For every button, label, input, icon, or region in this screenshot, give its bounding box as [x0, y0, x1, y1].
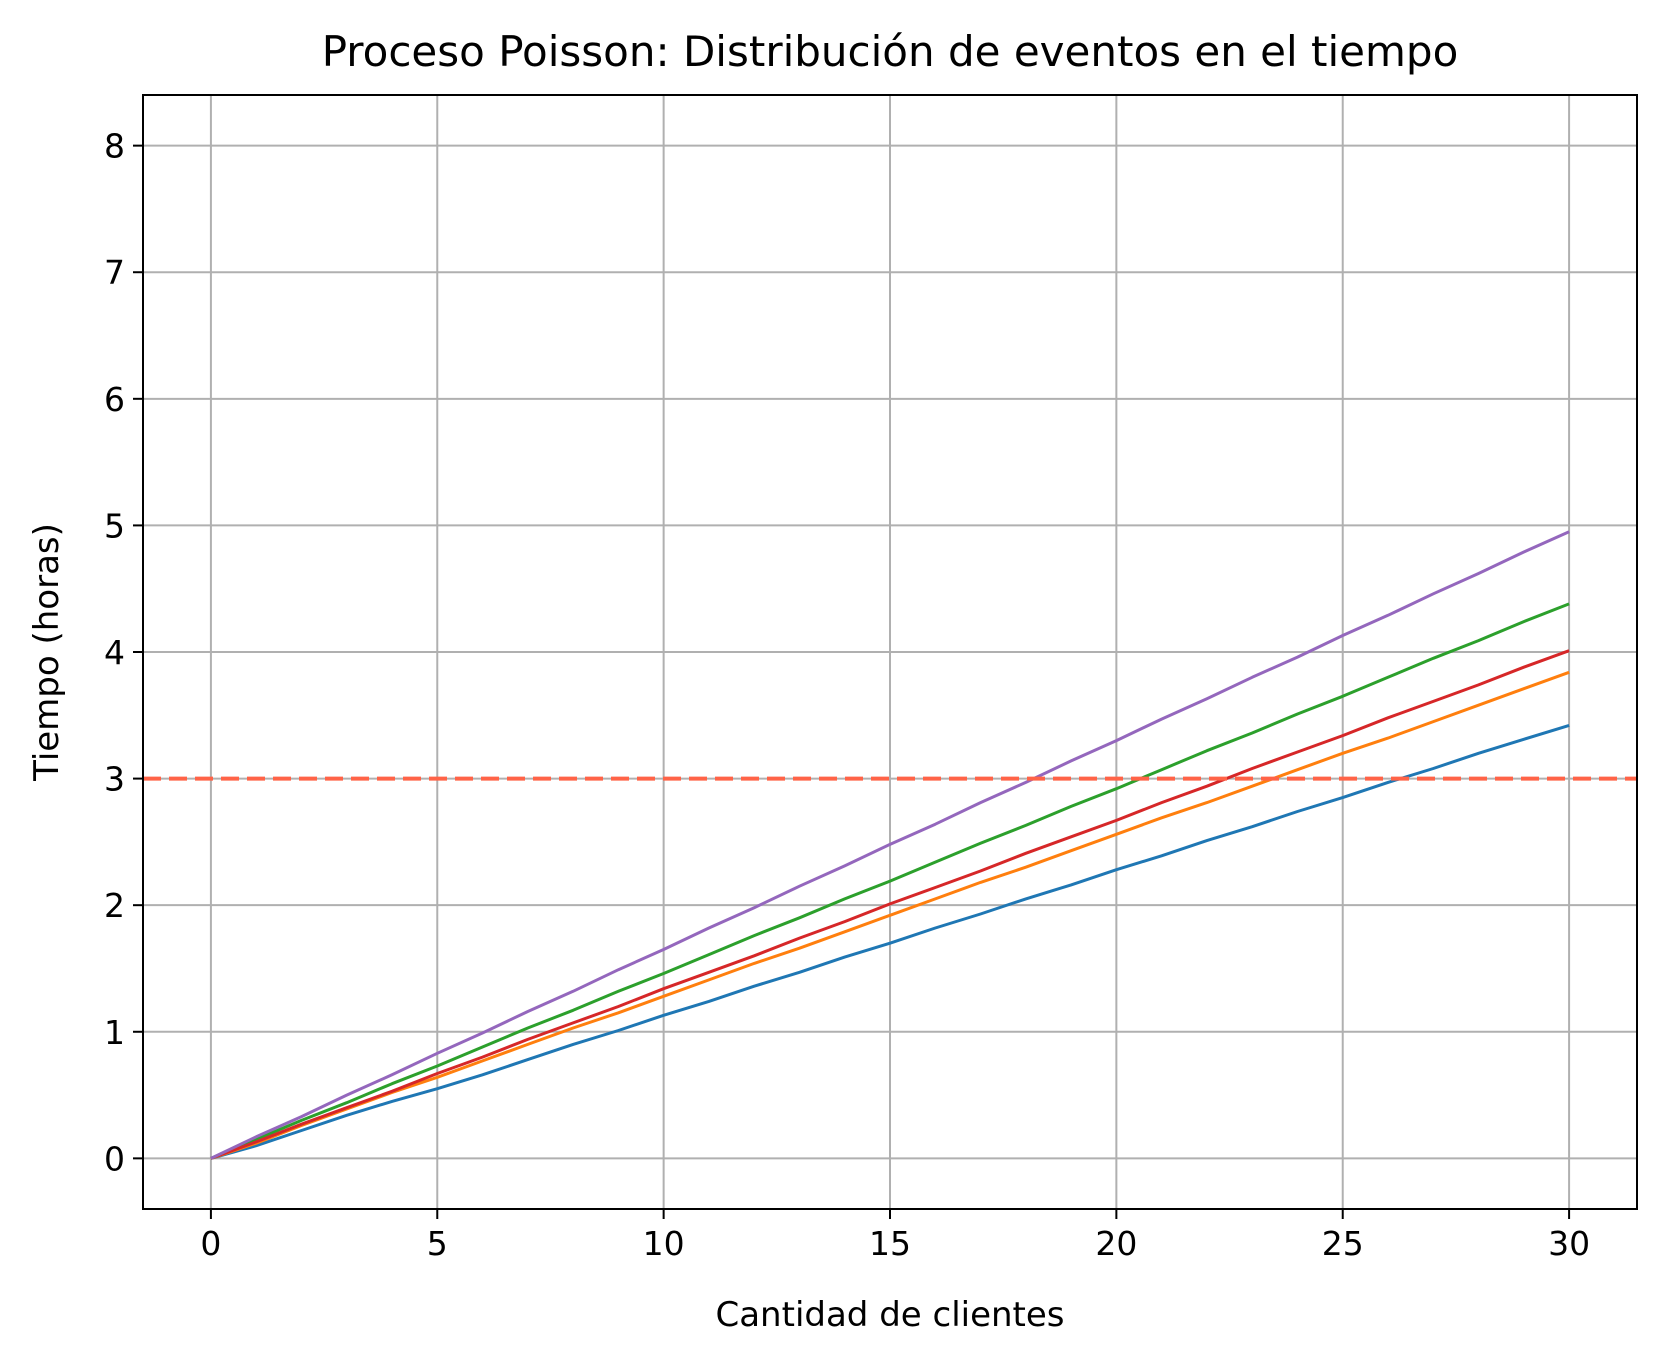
y-axis-label: Tiempo (horas) — [27, 523, 67, 782]
y-axis: 0 1 2 3 4 5 6 7 8 — [104, 127, 143, 1178]
y-tick-label: 5 — [104, 506, 125, 545]
series-line — [210, 602, 1570, 1160]
y-tick-label: 6 — [104, 380, 125, 419]
y-tick-label: 4 — [104, 633, 125, 672]
y-tick-label: 0 — [104, 1139, 125, 1178]
x-tick-label: 5 — [427, 1224, 448, 1263]
series-line — [210, 530, 1570, 1160]
x-tick-label: 15 — [869, 1224, 911, 1263]
chart-title: Proceso Poisson: Distribución de eventos… — [322, 27, 1459, 76]
x-axis: 0 5 10 15 20 25 30 — [200, 1209, 1590, 1263]
x-tick-label: 30 — [1548, 1224, 1590, 1263]
series-line — [210, 649, 1570, 1160]
y-tick-label: 3 — [104, 760, 125, 799]
x-tick-label: 20 — [1095, 1224, 1137, 1263]
x-tick-label: 25 — [1322, 1224, 1364, 1263]
series-line — [210, 670, 1570, 1160]
y-tick-label: 2 — [104, 886, 125, 925]
x-tick-label: 10 — [643, 1224, 685, 1263]
y-tick-label: 8 — [104, 127, 125, 166]
x-tick-label: 0 — [200, 1224, 221, 1263]
series-line — [210, 723, 1570, 1160]
y-tick-label: 1 — [104, 1013, 125, 1052]
x-axis-label: Cantidad de clientes — [715, 1295, 1064, 1335]
series-layer — [210, 530, 1570, 1160]
y-tick-label: 7 — [104, 253, 125, 292]
